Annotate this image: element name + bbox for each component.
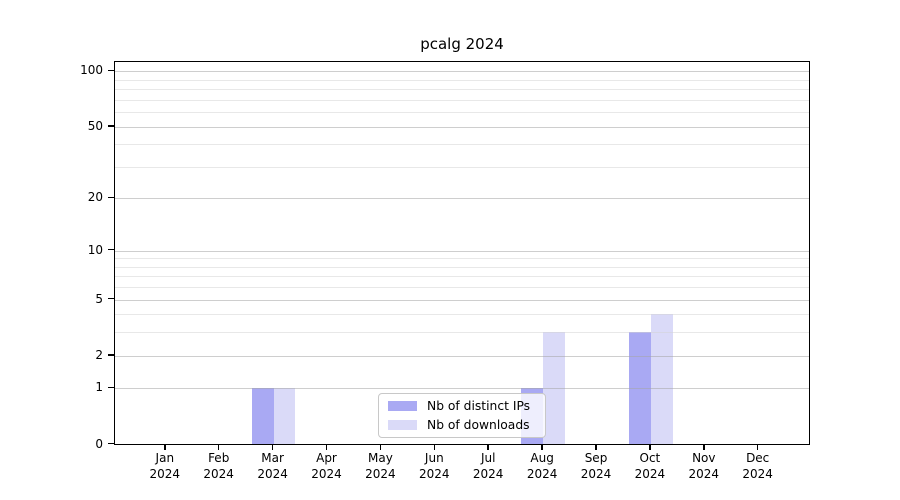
- legend-row-distinct-ips: Nb of distinct IPs: [388, 399, 545, 413]
- x-tick: [649, 445, 651, 450]
- x-tick: [271, 445, 274, 450]
- bar-downloads: [273, 388, 296, 445]
- x-tick-month: Jun: [424, 451, 444, 465]
- y-tick: [108, 196, 114, 199]
- x-tick-month: Apr: [316, 451, 337, 465]
- x-tick: [325, 445, 328, 450]
- y-tick-label: 20: [87, 190, 103, 205]
- x-tick-year: 2024: [526, 466, 558, 481]
- x-tick-year: 2024: [149, 466, 181, 481]
- legend-label-distinct-ips: Nb of distinct IPs: [427, 399, 531, 413]
- x-tick-label: Apr 2024: [295, 451, 359, 482]
- x-tick: [433, 445, 436, 450]
- y-tick-label: 0: [95, 436, 103, 451]
- x-tick-year: 2024: [688, 466, 720, 481]
- x-tick: [541, 445, 543, 450]
- bars-layer: [115, 62, 809, 445]
- chart-title: pcalg 2024: [420, 35, 504, 53]
- x-tick-month: Sep: [584, 451, 608, 465]
- x-tick-month: Jul: [480, 451, 496, 465]
- bar-distinct-ips: [251, 388, 274, 445]
- x-tick-month: Oct: [639, 451, 661, 465]
- y-tick: [108, 386, 114, 389]
- bar-distinct-ips: [629, 332, 651, 445]
- x-tick-month: Jan: [155, 451, 175, 465]
- x-tick-year: 2024: [742, 466, 773, 481]
- x-tick-label: Jul 2024: [456, 451, 520, 482]
- y-tick-label: 1: [95, 380, 103, 395]
- x-tick-year: 2024: [257, 466, 288, 481]
- x-tick: [595, 445, 597, 450]
- x-tick-label: Sep 2024: [564, 451, 628, 482]
- y-tick-label: 2: [95, 347, 103, 362]
- x-tick-label: Dec 2024: [726, 451, 790, 482]
- x-tick-month: Aug: [530, 451, 554, 465]
- x-tick-label: Nov 2024: [672, 451, 736, 482]
- x-tick-label: Feb 2024: [187, 451, 251, 482]
- legend: Nb of distinct IPs Nb of downloads: [378, 393, 546, 438]
- x-tick-month: Nov: [692, 451, 716, 465]
- x-tick-year: 2024: [580, 466, 612, 481]
- legend-label-downloads: Nb of downloads: [427, 418, 530, 432]
- y-tick: [108, 69, 114, 72]
- x-tick-month: Dec: [746, 451, 770, 465]
- legend-swatch-downloads: [388, 419, 417, 431]
- x-tick-year: 2024: [365, 466, 396, 481]
- y-tick-label: 50: [87, 118, 103, 133]
- bar-downloads: [543, 332, 565, 445]
- x-tick-year: 2024: [634, 466, 666, 481]
- x-tick-label: Mar 2024: [241, 451, 305, 482]
- bar-downloads: [650, 314, 673, 445]
- x-tick-year: 2024: [311, 466, 342, 481]
- x-tick: [703, 445, 705, 450]
- x-tick-label: May 2024: [348, 451, 412, 482]
- x-tick-year: 2024: [472, 466, 504, 481]
- y-tick-label: 5: [95, 291, 103, 306]
- y-tick: [108, 248, 114, 251]
- y-tick-label: 100: [80, 63, 103, 78]
- legend-row-downloads: Nb of downloads: [388, 418, 545, 432]
- legend-swatch-distinct-ips: [388, 400, 417, 412]
- x-tick-label: Oct 2024: [618, 451, 682, 482]
- plot-area: [114, 61, 810, 445]
- x-tick-label: Aug 2024: [510, 451, 574, 482]
- x-tick-month: Feb: [208, 451, 230, 465]
- x-tick: [756, 445, 759, 450]
- x-tick-label: Jan 2024: [133, 451, 197, 482]
- y-tick: [108, 442, 114, 445]
- x-tick: [164, 445, 166, 450]
- x-tick-month: May: [367, 451, 393, 465]
- x-tick: [217, 445, 220, 450]
- x-tick: [487, 445, 489, 450]
- x-tick-year: 2024: [419, 466, 450, 481]
- y-tick: [108, 124, 114, 127]
- x-tick: [379, 445, 382, 450]
- y-tick: [108, 297, 114, 300]
- x-tick-month: Mar: [261, 451, 284, 465]
- x-tick-year: 2024: [203, 466, 234, 481]
- y-tick: [108, 353, 114, 356]
- x-tick-label: Jun 2024: [402, 451, 466, 482]
- y-tick-label: 10: [87, 242, 103, 257]
